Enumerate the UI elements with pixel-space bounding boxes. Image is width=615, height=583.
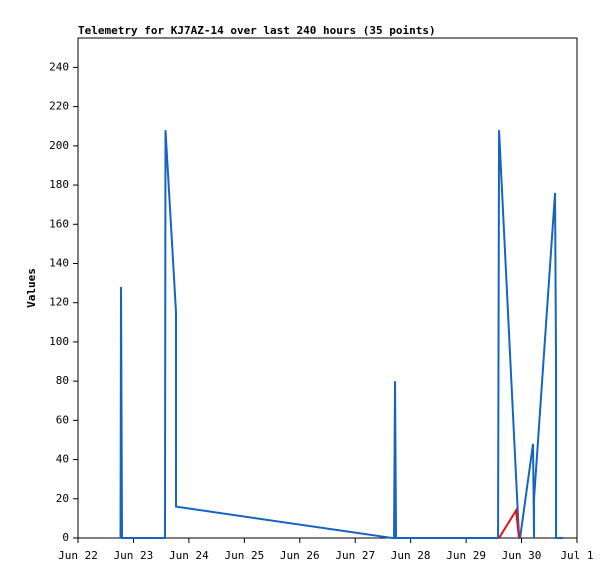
y-tick-label: 0 [62,531,69,544]
x-tick-label: Jul 1 [560,549,593,562]
x-tick-label: Jun 23 [114,549,154,562]
y-tick-label: 100 [49,335,69,348]
series-line [498,507,521,539]
x-tick-label: Jun 29 [446,549,486,562]
y-tick-label: 220 [49,100,69,113]
y-tick-label: 40 [56,453,69,466]
x-tick-label: Jun 25 [224,549,264,562]
series-line [119,130,564,539]
y-tick-label: 240 [49,60,69,73]
y-tick-label: 80 [56,374,69,387]
y-tick-label: 200 [49,139,69,152]
chart-title: Telemetry for KJ7AZ-14 over last 240 hou… [78,24,436,37]
y-tick-label: 120 [49,296,69,309]
y-tick-label: 180 [49,178,69,191]
plot-border [77,37,578,539]
x-tick-label: Jun 27 [335,549,375,562]
y-tick-label: 60 [56,413,69,426]
x-tick-label: Jun 22 [58,549,98,562]
y-tick-label: 20 [56,492,69,505]
y-tick-label: 140 [49,256,69,269]
x-tick-label: Jun 30 [502,549,542,562]
x-tick-label: Jun 24 [169,549,209,562]
y-axis-label: Values [25,268,38,308]
x-tick-label: Jun 28 [391,549,431,562]
y-tick-label: 160 [49,217,69,230]
x-tick-label: Jun 26 [280,549,320,562]
